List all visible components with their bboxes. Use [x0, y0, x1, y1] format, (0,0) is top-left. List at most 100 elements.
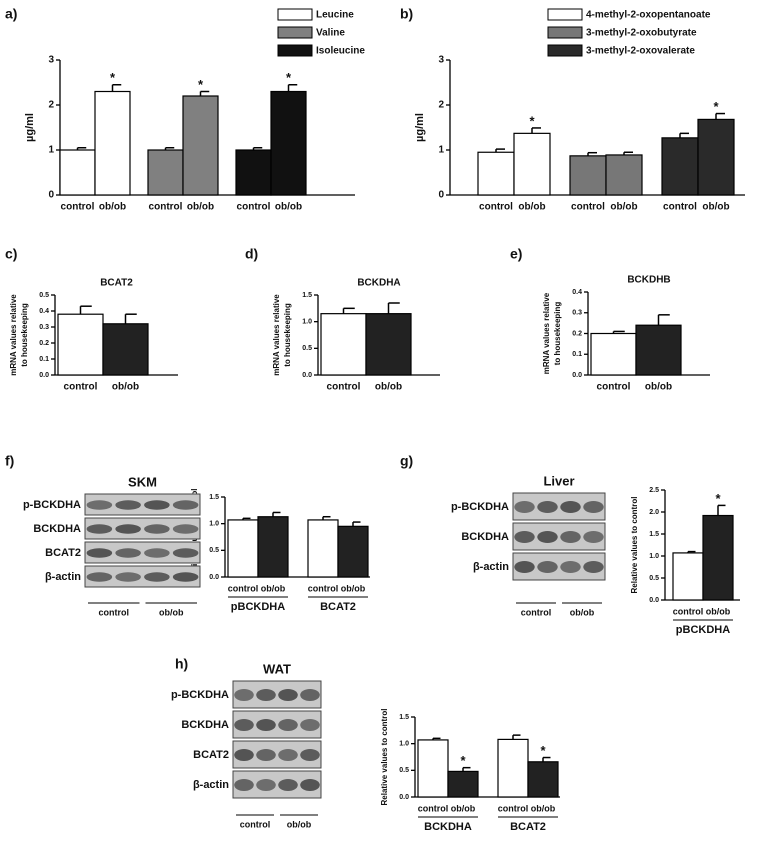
blot-band — [560, 501, 581, 513]
blot-row-label: BCAT2 — [193, 749, 229, 761]
x-tick-label: ob/ob — [261, 583, 286, 593]
x-tick-label: ob/ob — [187, 202, 214, 213]
blot-band — [86, 524, 113, 534]
x-tick-label: control — [237, 202, 271, 213]
y-axis-label: µg/ml — [24, 113, 36, 142]
blot-band — [278, 779, 298, 791]
significance-star: * — [198, 77, 204, 92]
legend-swatch — [547, 44, 583, 57]
chart-title: BCKDHA — [357, 278, 400, 289]
y-tick-label: 0.2 — [572, 330, 582, 337]
blot-band — [256, 719, 276, 731]
y-tick-label: 0.3 — [572, 310, 582, 317]
bar — [590, 332, 637, 376]
x-tick-label: control — [571, 202, 605, 213]
chart-title: BCKDHB — [627, 275, 670, 286]
blot-band — [172, 548, 199, 558]
legend-label: Valine — [316, 28, 345, 39]
lane-label: control — [99, 607, 130, 617]
y-tick-label: 0 — [438, 190, 444, 201]
panel-label: h) — [175, 656, 188, 672]
blot-row-label: p-BCKDHA — [171, 689, 229, 701]
blot-row-label: p-BCKDHA — [451, 501, 509, 513]
y-tick-label: 0.5 — [39, 292, 49, 299]
y-tick-label: 1 — [438, 145, 444, 156]
y-axis-label: Relative values to control — [630, 497, 639, 594]
y-axis-label: to housekeeping — [20, 303, 29, 367]
y-tick-label: 2.5 — [649, 487, 659, 494]
y-tick-label: 0.0 — [572, 372, 582, 379]
bar — [661, 137, 699, 196]
legend-label: 3-methyl-2-oxovalerate — [586, 46, 695, 57]
y-axis-label: mRNA values relative — [542, 292, 551, 374]
blot-band — [144, 572, 170, 582]
bar — [59, 149, 96, 196]
blot-band — [583, 501, 604, 513]
y-tick-label: 0.2 — [39, 340, 49, 347]
bar — [365, 313, 412, 376]
bar — [257, 516, 289, 578]
blot-band — [583, 561, 604, 573]
blot-band — [537, 531, 558, 543]
bar — [147, 149, 184, 196]
significance-star: * — [540, 743, 546, 758]
bar — [513, 132, 551, 196]
blot-band — [86, 500, 113, 510]
blot-band — [86, 548, 113, 558]
significance-star: * — [286, 70, 292, 85]
bar — [235, 149, 272, 196]
bar — [672, 552, 704, 601]
bar — [94, 90, 131, 196]
blot-strip — [84, 541, 201, 564]
blot-band — [256, 689, 276, 701]
x-tick-label: control — [597, 382, 631, 393]
x-tick-label: control — [61, 202, 95, 213]
y-tick-label: 0.0 — [302, 372, 312, 379]
blot-title: SKM — [128, 474, 157, 489]
y-tick-label: 1.0 — [302, 319, 312, 326]
blot-band — [514, 561, 535, 573]
bar — [227, 519, 259, 578]
x-tick-label: control — [327, 382, 361, 393]
blot-strip — [84, 493, 201, 516]
blot-band — [172, 500, 199, 510]
blot-row-label: β-actin — [45, 571, 81, 583]
y-tick-label: 1.5 — [649, 531, 659, 538]
significance-star: * — [529, 113, 535, 128]
x-tick-label: ob/ob — [275, 202, 302, 213]
blot-title: Liver — [543, 473, 574, 488]
x-tick-label: ob/ob — [112, 382, 139, 393]
blot-band — [115, 572, 141, 582]
y-tick-label: 2 — [48, 100, 54, 111]
blot-band — [115, 524, 141, 534]
blot-row-label: p-BCKDHA — [23, 499, 81, 511]
y-tick-label: 1.5 — [399, 714, 409, 721]
y-axis-label: µg/ml — [414, 113, 426, 142]
blot-band — [514, 501, 535, 513]
blot-band — [560, 531, 581, 543]
y-tick-label: 3 — [438, 55, 444, 66]
x-tick-label: ob/ob — [99, 202, 126, 213]
bar — [697, 118, 735, 196]
y-tick-label: 0.5 — [649, 575, 659, 582]
y-tick-label: 0.5 — [399, 767, 409, 774]
x-tick-label: ob/ob — [518, 202, 545, 213]
blot-band — [278, 749, 298, 761]
blot-band — [560, 561, 581, 573]
y-tick-label: 3 — [48, 55, 54, 66]
lane-label: control — [521, 607, 552, 617]
blot-band — [514, 531, 535, 543]
y-tick-label: 0.0 — [39, 372, 49, 379]
blot-band — [300, 719, 320, 731]
x-tick-label: control — [64, 382, 98, 393]
x-tick-label: control — [673, 606, 704, 616]
panel-label: a) — [5, 6, 17, 22]
blot-band — [144, 500, 170, 510]
x-tick-label: ob/ob — [341, 583, 366, 593]
y-tick-label: 1.0 — [399, 741, 409, 748]
legend-swatch — [277, 26, 313, 39]
legend-swatch — [547, 8, 583, 21]
blot-band — [144, 524, 170, 534]
group-label: BCAT2 — [320, 601, 356, 613]
